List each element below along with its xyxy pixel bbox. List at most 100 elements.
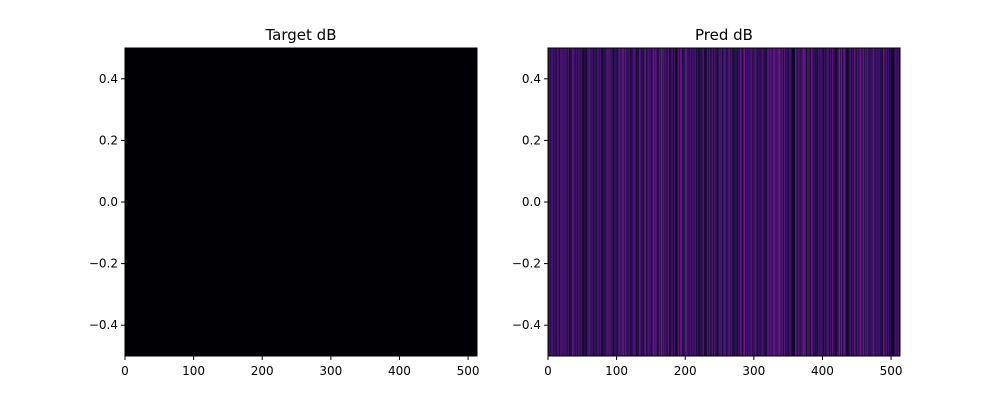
heatmap-column [730,48,732,356]
heatmap-column [812,48,814,356]
heatmap-column [897,48,899,356]
heatmap-column [707,48,709,356]
heatmap-column [678,48,680,356]
heatmap-column [620,48,622,356]
heatmap-column [744,48,746,356]
heatmap-column [768,48,770,356]
heatmap-column [868,48,870,356]
heatmap-column [626,48,628,356]
heatmap-column [617,48,619,356]
heatmap-column [683,48,685,356]
heatmap-column [644,48,646,356]
x-tick-label: 300 [319,364,342,378]
heatmap-column [687,48,689,356]
heatmap-column [687,48,690,356]
heatmap-column [675,48,677,356]
heatmap-column [848,48,850,356]
heatmap-column [865,48,867,356]
heatmap-column [761,48,763,356]
heatmap-column [713,48,715,356]
heatmap-column [647,48,649,356]
heatmap-column [591,48,593,356]
y-tick-label: 0.2 [99,133,118,147]
heatmap-column [847,48,849,356]
heatmap-column [815,48,817,356]
heatmap-column [792,48,794,356]
y-tick-label: −0.2 [89,257,118,271]
heatmap-column [746,48,749,356]
heatmap-column [835,48,837,356]
heatmap-column [829,48,831,356]
heatmap-column [846,48,848,356]
heatmap-column [639,48,641,356]
heatmap-column [758,48,760,356]
heatmap-column [637,48,639,356]
heatmap-column [760,48,762,356]
heatmap-column [797,48,799,356]
heatmap-column [724,48,726,356]
heatmap-column [882,48,884,356]
heatmap-column [695,48,697,356]
heatmap-column [723,48,725,356]
x-tick-label: 500 [457,364,480,378]
heatmap-column [639,48,641,356]
heatmap-column [612,48,614,356]
heatmap-column [810,48,812,356]
heatmap-column [710,48,712,356]
heatmap-column [808,48,810,356]
heatmap-column [867,48,869,356]
heatmap-column [832,48,834,356]
heatmap-column [694,48,696,356]
heatmap-column [895,48,897,356]
heatmap-column [805,48,807,356]
heatmap-column [778,48,780,356]
heatmap-column [793,48,795,356]
heatmap-column [608,48,610,356]
heatmap-column [603,48,605,356]
heatmap-column [657,48,659,356]
heatmap-column [558,48,560,356]
heatmap-column [610,48,612,356]
heatmap-column [875,48,877,356]
heatmap-column [693,48,695,356]
heatmap-column [727,48,729,356]
heatmap-column [795,48,797,356]
heatmap-column [801,48,803,356]
heatmap-column [764,48,766,356]
heatmap-column [717,48,719,356]
heatmap-column [799,48,801,356]
heatmap-column [878,48,880,356]
heatmap-column [891,48,893,356]
heatmap-column [624,48,626,356]
heatmap-column [749,48,751,356]
heatmap-column [850,48,852,356]
heatmap-column [648,48,650,356]
heatmap-column [771,48,773,356]
heatmap-column [580,48,582,356]
heatmap-column [609,48,611,356]
heatmap-column [803,48,805,356]
heatmap-column [642,48,644,356]
heatmap-column [803,48,805,356]
heatmap-column [711,48,713,356]
heatmap-column [790,48,792,356]
heatmap-column [696,48,698,356]
heatmap-column [838,48,840,356]
heatmap-column [556,48,558,356]
subplot-1: Target dB 0 100 200 300 400 500 −0.4 −0.2 0.0 0.2 0… [89,26,480,378]
heatmap-column [751,48,753,356]
heatmap-column [743,48,745,356]
heatmap-column [668,48,670,356]
heatmap-column [745,48,747,356]
heatmap-column [652,48,655,356]
heatmap-column [659,48,661,356]
heatmap-column [571,48,573,356]
heatmap-column [661,48,663,356]
heatmap-column [871,48,873,356]
heatmap-column [828,48,830,356]
heatmap-column [839,48,841,356]
heatmap-column [562,48,564,356]
heatmap-column [738,48,740,356]
heatmap-column [581,48,583,356]
